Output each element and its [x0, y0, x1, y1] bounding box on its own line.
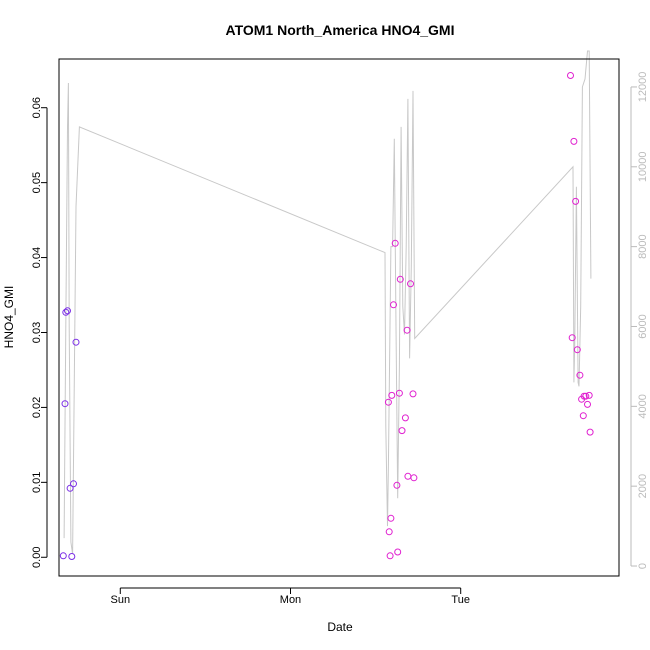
altitude-line-layer — [63, 50, 592, 555]
data-point — [59, 552, 67, 560]
data-point — [403, 326, 411, 334]
data-point — [576, 371, 584, 379]
data-point — [586, 428, 594, 436]
data-point — [584, 400, 591, 408]
data-point — [385, 528, 393, 536]
data-point — [66, 484, 74, 492]
y-tick-label: 0.03 — [31, 322, 43, 343]
x-tick-label: Mon — [280, 594, 301, 606]
y2-tick-label: 2000 — [637, 474, 649, 498]
data-point — [391, 239, 399, 247]
data-points-layer — [59, 72, 594, 560]
x-tick-label: Tue — [451, 594, 470, 606]
data-point — [398, 427, 406, 435]
data-point — [68, 553, 76, 560]
data-point — [61, 400, 69, 408]
data-point — [394, 548, 402, 556]
data-point — [401, 414, 409, 422]
data-point — [582, 392, 590, 400]
chart-title: ATOM1 North_America HNO4_GMI — [226, 22, 455, 38]
data-point — [579, 412, 587, 420]
x-axis-label: Date — [327, 620, 353, 634]
data-point — [64, 307, 71, 315]
y-tick-label: 0.01 — [31, 472, 43, 493]
data-point — [395, 389, 403, 397]
data-point — [386, 552, 394, 560]
data-point — [409, 390, 417, 398]
data-point — [72, 338, 80, 346]
axes-layer: 0.00 0.01 0.02 0.03 0.04 0.05 0.06 0 2000 4000 600… — [31, 72, 649, 606]
y2-tick-label: 10000 — [637, 151, 649, 182]
y2-tick-label: 6000 — [637, 314, 649, 338]
data-point — [573, 346, 581, 354]
y-tick-label: 0.02 — [31, 397, 43, 418]
data-point — [407, 280, 414, 288]
y2-tick-label: 0 — [637, 563, 649, 569]
data-point — [568, 334, 576, 342]
data-point — [410, 474, 418, 482]
y2-tick-label: 12000 — [637, 72, 649, 103]
y2-tick-label: 8000 — [637, 234, 649, 258]
y2-tick-label: 4000 — [637, 394, 649, 418]
data-point — [390, 301, 397, 309]
data-point — [393, 481, 401, 489]
data-point — [396, 275, 404, 283]
x-tick-label: Sun — [110, 594, 130, 606]
y-axis-label: HNO4_GMI — [2, 286, 16, 349]
altitude-line — [63, 50, 592, 555]
data-point — [404, 472, 412, 480]
data-point — [384, 398, 392, 406]
data-point — [570, 137, 578, 145]
data-point — [70, 480, 77, 488]
y-tick-label: 0.04 — [31, 247, 43, 268]
data-point — [572, 197, 580, 205]
data-point — [585, 391, 593, 399]
y-tick-label: 0.06 — [31, 97, 43, 118]
y-tick-label: 0.00 — [31, 547, 43, 568]
plot-frame — [58, 58, 620, 577]
data-point — [388, 391, 396, 399]
data-point — [387, 514, 395, 522]
data-point — [567, 72, 574, 79]
data-point — [62, 308, 70, 316]
y-tick-label: 0.05 — [31, 172, 43, 193]
